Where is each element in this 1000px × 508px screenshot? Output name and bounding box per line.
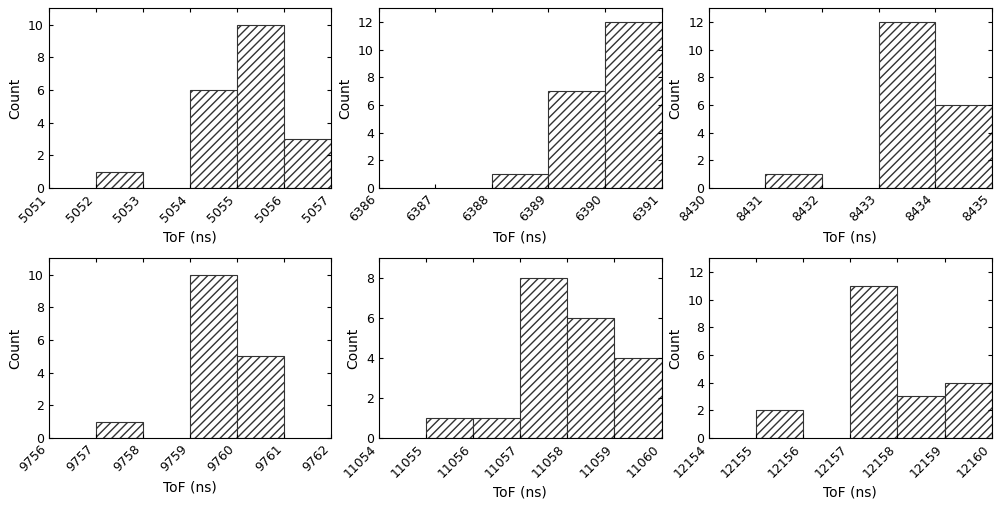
X-axis label: ToF (ns): ToF (ns) <box>493 486 547 500</box>
Bar <box>765 174 822 188</box>
Bar <box>897 396 945 438</box>
Y-axis label: Count: Count <box>8 328 22 369</box>
Bar <box>96 172 143 188</box>
Y-axis label: Count: Count <box>669 78 683 119</box>
X-axis label: ToF (ns): ToF (ns) <box>163 230 217 244</box>
Bar <box>548 91 605 188</box>
X-axis label: ToF (ns): ToF (ns) <box>823 230 877 244</box>
Bar <box>520 278 567 438</box>
Bar <box>190 90 237 188</box>
Bar <box>190 274 237 438</box>
Bar <box>879 22 935 188</box>
Bar <box>426 418 473 438</box>
Bar <box>614 358 662 438</box>
X-axis label: ToF (ns): ToF (ns) <box>163 480 217 494</box>
X-axis label: ToF (ns): ToF (ns) <box>823 486 877 499</box>
Y-axis label: Count: Count <box>346 328 360 369</box>
Bar <box>237 356 284 438</box>
Bar <box>284 139 331 188</box>
Bar <box>492 174 548 188</box>
Bar <box>473 418 520 438</box>
Y-axis label: Count: Count <box>669 328 683 369</box>
Bar <box>935 105 992 188</box>
Bar <box>945 383 992 438</box>
Y-axis label: Count: Count <box>8 78 22 119</box>
X-axis label: ToF (ns): ToF (ns) <box>493 230 547 244</box>
Bar <box>237 25 284 188</box>
Bar <box>850 286 897 438</box>
Bar <box>567 318 614 438</box>
Bar <box>96 422 143 438</box>
Bar <box>605 22 662 188</box>
Bar <box>756 410 803 438</box>
Y-axis label: Count: Count <box>338 78 352 119</box>
